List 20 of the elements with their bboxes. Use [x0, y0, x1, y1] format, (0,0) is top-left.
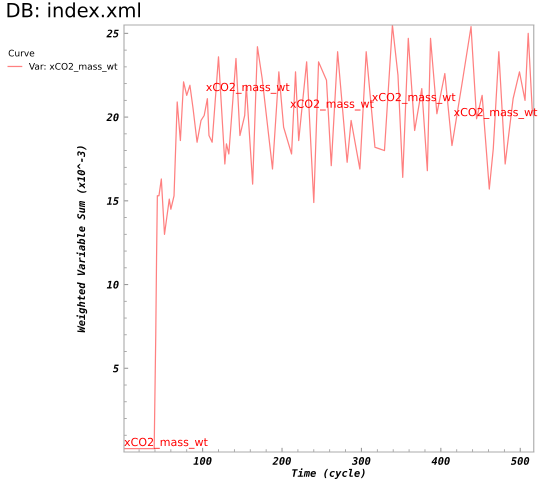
y-tick-label: 20	[106, 113, 119, 122]
x-tick-label: 100	[193, 457, 212, 465]
annotation: xCO2_mass_wt	[124, 438, 208, 449]
chart-title: DB: index.xml	[7, 2, 140, 18]
y-axis-title: Weighted Variable Sum (x10^-3)	[76, 146, 88, 332]
y-tick-label: 15	[106, 197, 119, 205]
legend-label: Var: xCO2_mass_wt	[28, 62, 118, 72]
x-tick-label: 400	[432, 457, 450, 465]
y-tick-label: 5	[112, 364, 119, 372]
annotation: xCO2_mass_wt	[372, 92, 456, 104]
x-tick-label: 300	[352, 457, 370, 465]
annotation: xCO2_mass_wt	[290, 100, 374, 110]
legend-title: Curve	[8, 50, 34, 57]
x-tick-label: 500	[510, 457, 530, 465]
annotation: xCO2_mass_wt	[454, 108, 538, 119]
y-tick-label: 10	[106, 280, 119, 289]
y-tick-label: 25	[106, 30, 119, 38]
x-tick-label: 200	[272, 457, 291, 465]
x-axis-title: Time (cycle)	[292, 468, 365, 479]
annotation: xCO2_mass_wt	[206, 82, 290, 94]
